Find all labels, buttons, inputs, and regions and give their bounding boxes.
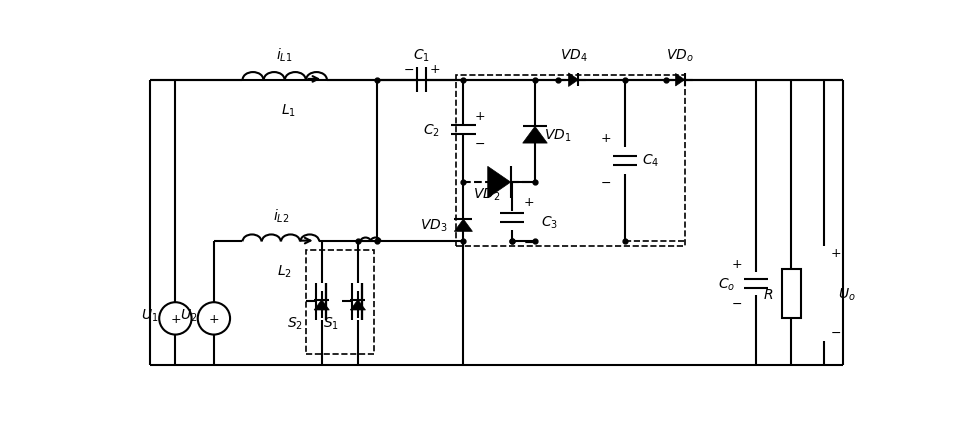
Text: $+$: $+$ <box>474 110 485 123</box>
Text: $i_{L1}$: $i_{L1}$ <box>277 46 293 64</box>
Text: $+$: $+$ <box>731 257 742 270</box>
Text: $+$: $+$ <box>429 63 441 76</box>
Polygon shape <box>315 300 329 310</box>
Text: $S_1$: $S_1$ <box>323 315 339 331</box>
Text: $C_o$: $C_o$ <box>718 276 735 292</box>
Text: $U_1$: $U_1$ <box>141 307 158 323</box>
Text: $U_o$: $U_o$ <box>838 286 855 302</box>
Text: $-$: $-$ <box>731 296 742 309</box>
Text: $+$: $+$ <box>170 312 181 325</box>
Polygon shape <box>350 300 366 310</box>
Text: $VD_4$: $VD_4$ <box>560 47 588 64</box>
Text: $+$: $+$ <box>830 247 841 260</box>
Text: $R$: $R$ <box>763 287 774 301</box>
Polygon shape <box>487 167 510 198</box>
Text: $+$: $+$ <box>523 196 535 209</box>
Text: $-$: $-$ <box>830 325 841 338</box>
Text: $L_1$: $L_1$ <box>281 102 296 118</box>
Text: $L_2$: $L_2$ <box>277 263 292 279</box>
Text: $VD_2$: $VD_2$ <box>473 187 500 203</box>
Polygon shape <box>455 220 473 232</box>
Text: $-$: $-$ <box>403 63 414 76</box>
Text: $-$: $-$ <box>600 176 611 189</box>
FancyBboxPatch shape <box>783 270 801 319</box>
Text: $i_{L2}$: $i_{L2}$ <box>273 207 290 225</box>
Polygon shape <box>676 74 685 87</box>
Text: $+$: $+$ <box>600 132 611 145</box>
Text: $+$: $+$ <box>208 312 219 325</box>
Text: $C_1$: $C_1$ <box>413 47 430 64</box>
Text: $U_2$: $U_2$ <box>179 307 197 323</box>
Text: $S_2$: $S_2$ <box>287 315 303 331</box>
Bar <box>306 250 374 354</box>
Bar <box>455 76 685 247</box>
Text: $C_2$: $C_2$ <box>423 122 439 138</box>
Text: $C_3$: $C_3$ <box>541 214 558 230</box>
Text: $-$: $-$ <box>523 235 535 248</box>
Text: $VD_o$: $VD_o$ <box>666 47 694 64</box>
Polygon shape <box>523 127 547 144</box>
Text: $VD_3$: $VD_3$ <box>421 217 448 234</box>
Text: $-$: $-$ <box>474 137 485 150</box>
Text: $C_4$: $C_4$ <box>642 153 659 169</box>
Text: $VD_1$: $VD_1$ <box>544 127 571 144</box>
Polygon shape <box>568 74 578 87</box>
